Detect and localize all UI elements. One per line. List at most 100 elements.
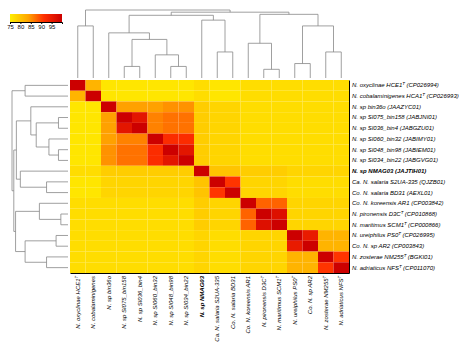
y-tick-label: Co. N. sp AR2 (CP003843): [352, 243, 424, 249]
heatmap-cell: [194, 262, 210, 273]
heatmap-cell: [287, 198, 303, 209]
heatmap-cell: [86, 187, 102, 198]
heatmap-cell: [272, 101, 288, 112]
heatmap-cell: [241, 155, 257, 166]
heatmap-cell: [86, 155, 102, 166]
heatmap-cell: [287, 252, 303, 263]
heatmap-cell: [163, 80, 179, 91]
heatmap-cell: [148, 230, 164, 241]
x-tick-label: N. adriaticus NFSᵀ: [338, 275, 344, 325]
heatmap-cell: [194, 209, 210, 220]
heatmap-cell: [148, 80, 164, 91]
x-tick: N. sp SI034_bin22: [183, 273, 189, 325]
heatmap-cell: [117, 80, 133, 91]
heatmap-cell: [287, 91, 303, 102]
heatmap-cell: [194, 241, 210, 252]
heatmap-cell: [334, 91, 350, 102]
x-tick: N. sp bin36o: [106, 273, 112, 310]
y-tick: Ca. N. salaria S2UA-335 (QJZB01): [349, 179, 445, 185]
heatmap-cell: [179, 91, 195, 102]
heatmap-cell: [334, 177, 350, 188]
heatmap-cell: [303, 241, 319, 252]
heatmap-cell: [101, 209, 117, 220]
heatmap-cell: [287, 177, 303, 188]
heatmap-cell: [86, 80, 102, 91]
heatmap-cell: [210, 123, 226, 134]
x-axis: N. oxyclinae HCE1ᵀN. cobalaminigenesN. s…: [71, 273, 350, 342]
heatmap-cell: [117, 230, 133, 241]
heatmap-cell: [287, 187, 303, 198]
heatmap-cell: [70, 198, 86, 209]
heatmap-cell: [256, 166, 272, 177]
heatmap-cell: [256, 134, 272, 145]
heatmap-cell: [132, 166, 148, 177]
heatmap-cell: [272, 198, 288, 209]
heatmap-cell: [163, 144, 179, 155]
heatmap-cell: [86, 230, 102, 241]
x-tick: N. oxyclinae HCE1ᵀ: [75, 273, 81, 329]
dendrogram-link: [260, 14, 318, 43]
heatmap-cell: [101, 101, 117, 112]
heatmap-cell: [318, 241, 334, 252]
x-axis-line: [71, 273, 350, 274]
heatmap-cell: [86, 252, 102, 263]
y-tick-label: N. sp bin36o (JAAZYC01): [352, 104, 421, 110]
x-tick-label: N. sp SI034_bin22: [183, 275, 189, 325]
x-tick-label: Co. N. salaria BD31: [230, 276, 236, 329]
dendrogram-link: [303, 26, 334, 64]
heatmap-cell: [70, 187, 86, 198]
dendrogram-link: [14, 150, 17, 231]
y-tick-label: N. sp SI034_bin22 (JABGVG01): [352, 157, 438, 163]
heatmap-cell: [287, 219, 303, 230]
heatmap-cell: [101, 134, 117, 145]
heatmap-cell: [117, 101, 133, 112]
x-tick: N. pironensis D3Cᵀ: [261, 273, 267, 327]
heatmap-cell: [163, 198, 179, 209]
y-tick: N. sp SI036_bin4 (JABGZU01): [349, 125, 434, 131]
heatmap-cell: [101, 262, 117, 273]
dendrogram-link: [326, 52, 342, 78]
heatmap-cell: [334, 187, 350, 198]
heatmap-cell: [272, 241, 288, 252]
heatmap-cell: [303, 262, 319, 273]
heatmap-cell: [225, 155, 241, 166]
y-tick-label: Ca. N. salaria S2UA-335 (QJZB01): [352, 179, 445, 185]
heatmap-cell: [225, 187, 241, 198]
heatmap-cell: [101, 241, 117, 252]
heatmap-cell: [117, 144, 133, 155]
heatmap-cell: [148, 177, 164, 188]
dendrogram-link: [171, 12, 289, 15]
heatmap-cell: [287, 134, 303, 145]
y-tick-label: N. sp NMAG03 (JAJTIH01): [352, 168, 426, 174]
heatmap-cell: [318, 209, 334, 220]
heatmap-cell: [117, 187, 133, 198]
heatmap-cell: [70, 134, 86, 145]
heatmap-cell: [225, 101, 241, 112]
heatmap-cell: [241, 252, 257, 263]
heatmap-cell: [163, 209, 179, 220]
heatmap-cell: [334, 230, 350, 241]
heatmap-cell: [210, 209, 226, 220]
heatmap-cell: [101, 123, 117, 134]
heatmap-cell: [241, 219, 257, 230]
dendrogram-link: [49, 139, 68, 155]
heatmap-cell: [318, 134, 334, 145]
heatmap-cell: [148, 187, 164, 198]
heatmap-cell: [117, 123, 133, 134]
heatmap-cell: [241, 123, 257, 134]
y-tick-label: N. sp SI036_bin4 (JABGZU01): [352, 125, 434, 131]
y-tick: N. zosterae NM255ᵀ (BGKI01): [349, 254, 433, 260]
heatmap-cell: [287, 123, 303, 134]
heatmap-cell: [132, 177, 148, 188]
x-tick-label: Ca. N. salaria S2UA-335: [214, 275, 220, 341]
heatmap-cell: [256, 155, 272, 166]
heatmap-cell: [256, 262, 272, 273]
x-tick: N. sp SI060_bin32: [152, 273, 158, 325]
heatmap-cell: [241, 80, 257, 91]
heatmap-cell: [117, 177, 133, 188]
heatmap-cell: [272, 219, 288, 230]
heatmap-cell: [179, 144, 195, 155]
heatmap-cell: [241, 241, 257, 252]
heatmap-cell: [256, 187, 272, 198]
heatmap-cell: [132, 198, 148, 209]
